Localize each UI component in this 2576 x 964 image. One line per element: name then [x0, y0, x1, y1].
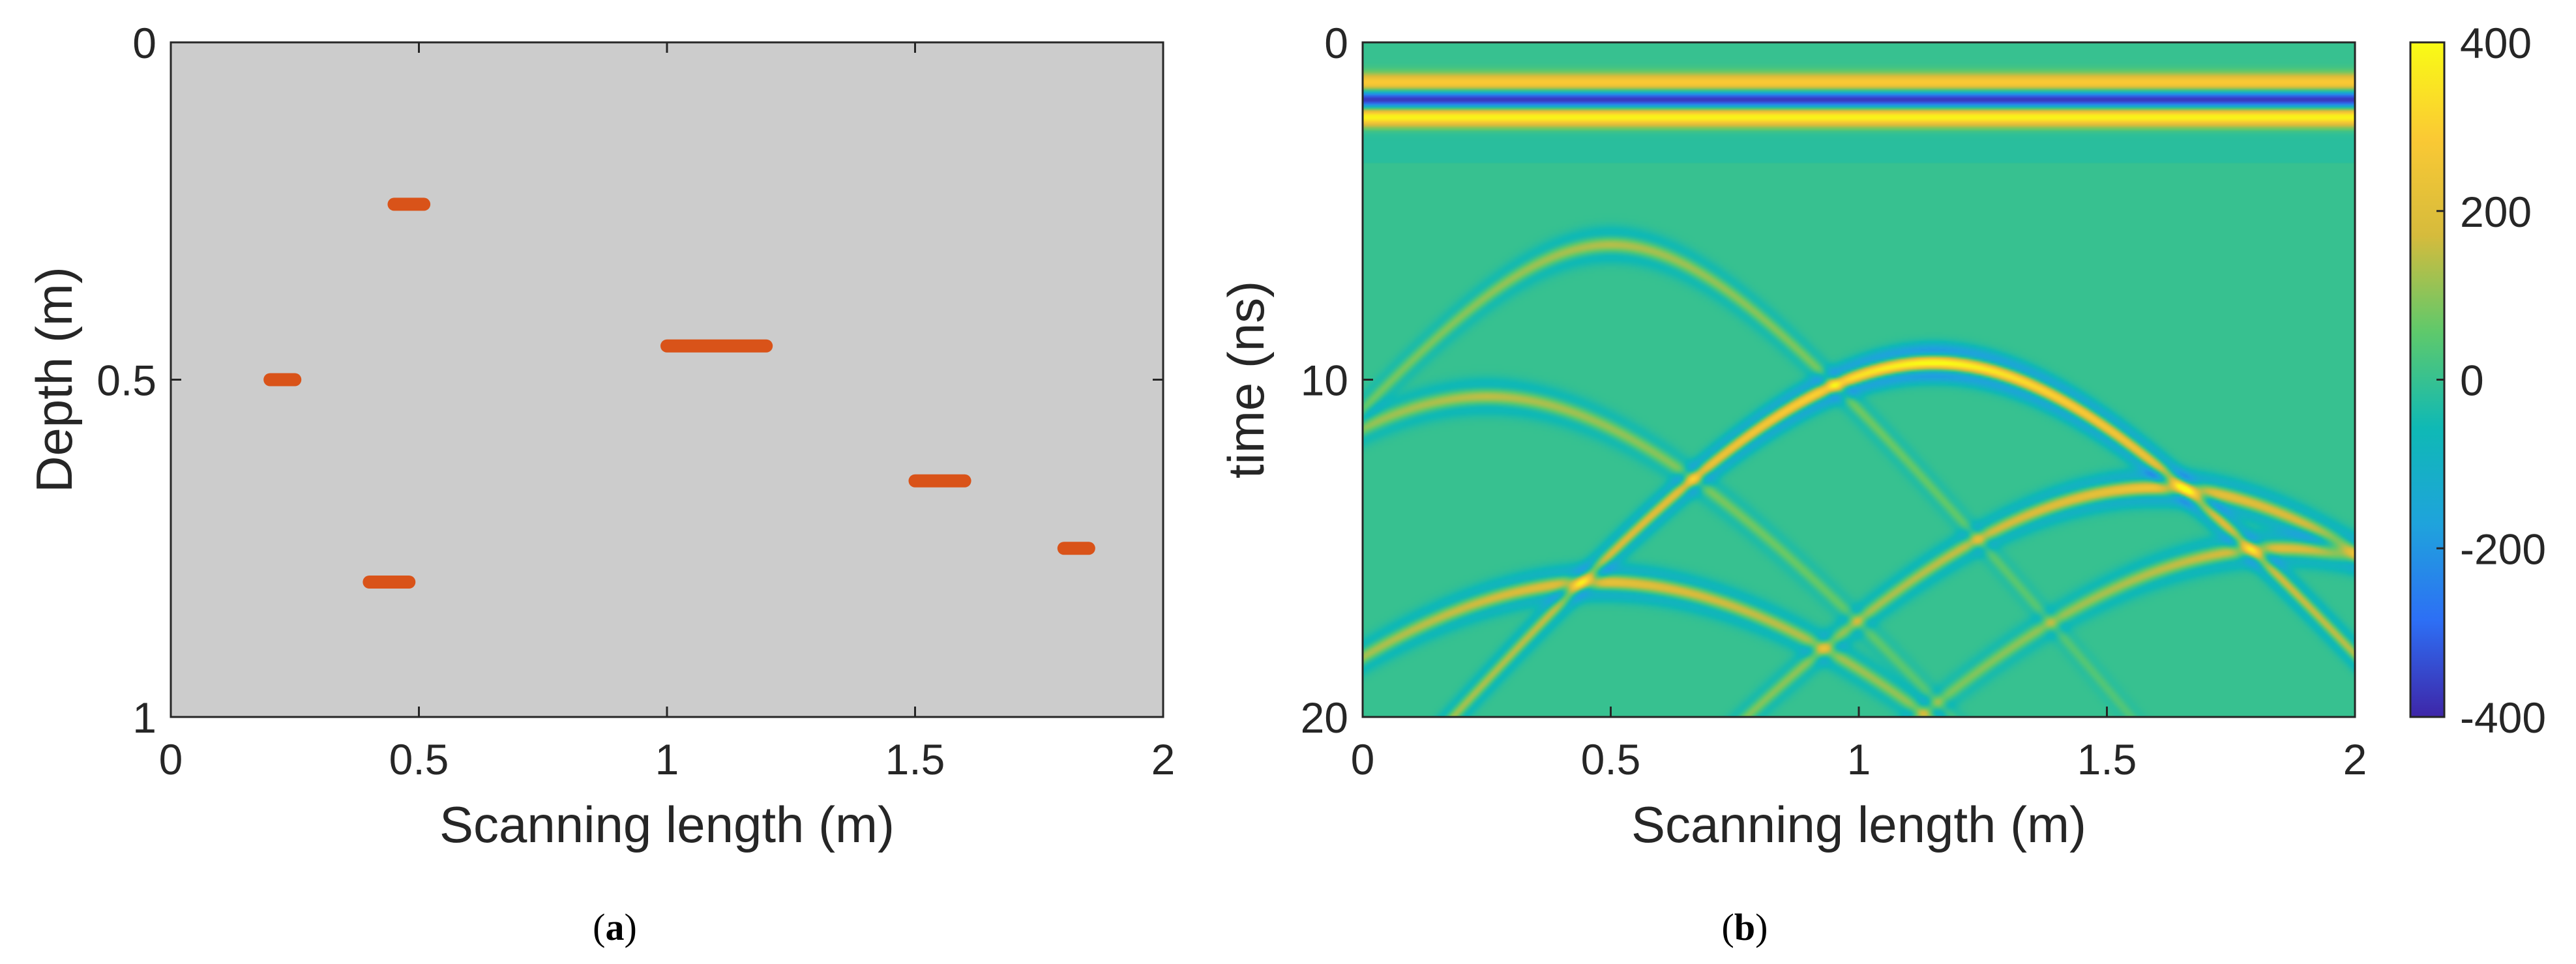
b-x-tick-label: 2 [2343, 735, 2367, 783]
caption-b: (b) [1722, 906, 1768, 948]
b-y-tick-label: 0 [1324, 19, 1348, 67]
caption-a-letter: a [606, 906, 625, 948]
b-x-tick-label: 1 [1847, 735, 1871, 783]
a-y-tick-label: 1 [132, 694, 156, 742]
panel-a-target-segments [263, 197, 1095, 589]
panel-b-y-axis-label: time (ns) [1217, 281, 1275, 478]
panel-a-x-ticks: 0 0.5 1 1.5 2 [159, 42, 1176, 783]
panel-a-y-ticks: 00.51 [96, 19, 1163, 742]
panel-b-x-axis-label: Scanning length (m) [1631, 796, 2086, 853]
colorbar-tick-label: -200 [2460, 525, 2546, 573]
a-y-tick-label: 0.5 [96, 357, 156, 405]
panel-a-depth-chart: 0 0.5 1 1.5 2 00.51 Scanning length (m) Dept… [25, 19, 1175, 853]
colorbar-tick-label: 0 [2460, 357, 2484, 405]
panel-b-heatmap-image [1363, 42, 2355, 717]
b-x-tick-label: 0.5 [1581, 735, 1641, 783]
caption-b-close: ) [1755, 906, 1768, 948]
panel-a-x-axis-label: Scanning length (m) [439, 796, 895, 853]
panel-b-bscan-heatmap: 0 0.5 1 1.5 2 0 10 20 Scanning length (m) time… [1217, 19, 2546, 853]
colorbar-tick-label: 400 [2460, 19, 2532, 67]
b-x-tick-label: 1.5 [2077, 735, 2137, 783]
a-x-tick-label: 2 [1151, 735, 1176, 783]
panel-b-y-ticks: 0 10 20 [1301, 19, 1373, 742]
colorbar-tick-label: 200 [2460, 188, 2532, 236]
a-x-tick-label: 0 [159, 735, 183, 783]
b-y-tick-label: 20 [1301, 694, 1348, 742]
a-x-tick-label: 1.5 [885, 735, 945, 783]
colorbar-ticks: 400 200 0 -200 -400 [2436, 19, 2546, 742]
a-x-tick-label: 1 [655, 735, 679, 783]
colorbar-tick-label: -400 [2460, 694, 2546, 742]
caption-a-close: ) [625, 906, 637, 948]
caption-a-open: ( [593, 906, 605, 948]
a-x-tick-label: 0.5 [389, 735, 449, 783]
caption-b-letter: b [1734, 906, 1755, 948]
panel-a-plot-background [171, 42, 1163, 717]
caption-a: (a) [593, 906, 637, 948]
a-y-tick-label: 0 [132, 19, 156, 67]
panel-b-x-ticks: 0 0.5 1 1.5 2 [1351, 707, 2367, 783]
caption-b-open: ( [1722, 906, 1734, 948]
b-x-tick-label: 0 [1351, 735, 1375, 783]
panel-a-y-axis-label: Depth (m) [25, 267, 83, 493]
b-y-tick-label: 10 [1301, 357, 1348, 405]
